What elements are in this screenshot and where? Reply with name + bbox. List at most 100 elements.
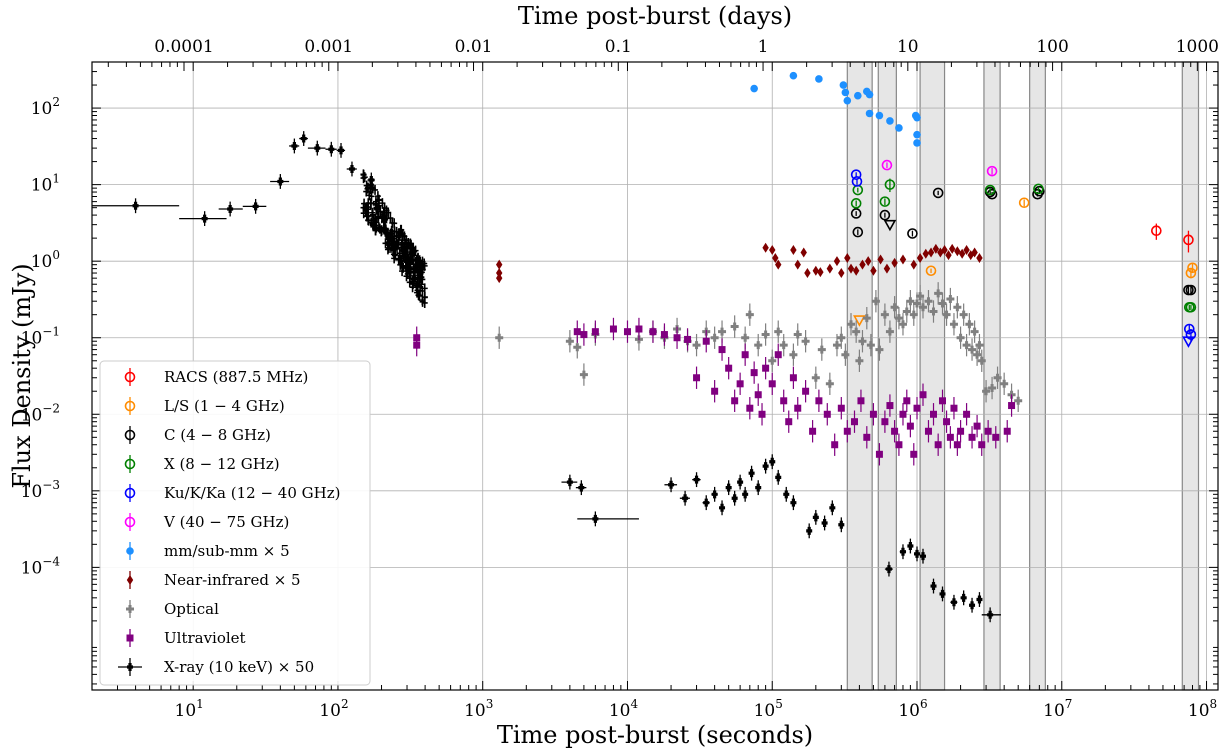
data-point <box>852 265 860 276</box>
data-point <box>1014 396 1023 405</box>
xray-cloud-point <box>364 183 371 194</box>
data-point <box>768 380 776 388</box>
data-point <box>328 145 335 154</box>
series-5 <box>881 159 998 177</box>
data-point <box>942 310 951 319</box>
xray-cloud-point <box>413 282 420 293</box>
data-point <box>965 320 974 329</box>
data-point <box>925 265 937 277</box>
data-point <box>899 547 906 556</box>
xray-cloud-point <box>418 259 425 270</box>
xray-cloud-point <box>373 203 380 214</box>
data-point <box>851 176 863 187</box>
data-point <box>865 90 874 99</box>
data-point <box>775 259 782 270</box>
data-point <box>945 250 952 261</box>
data-point <box>863 433 871 441</box>
data-point <box>783 490 790 499</box>
data-point <box>841 88 850 97</box>
legend-label: Near-infrared × 5 <box>164 571 301 589</box>
xray-cloud-point <box>389 236 396 247</box>
shaded-interval <box>877 61 897 691</box>
data-point <box>895 441 903 449</box>
data-point <box>844 253 851 264</box>
data-point <box>725 483 732 492</box>
data-point <box>794 259 801 270</box>
data-point <box>907 228 918 239</box>
series-9 <box>413 317 1016 466</box>
data-point <box>963 410 971 418</box>
data-point <box>833 256 841 267</box>
series-3 <box>850 178 1197 313</box>
data-point <box>800 247 807 258</box>
series-7 <box>496 242 983 284</box>
data-point <box>924 427 932 435</box>
data-point <box>963 244 970 255</box>
data-point <box>864 256 872 267</box>
legend-label: Ku/K/Ka (12 − 40 GHz) <box>164 484 340 502</box>
data-point <box>725 364 733 372</box>
data-point <box>976 253 983 264</box>
data-point <box>916 253 924 264</box>
legend-label: C (4 − 8 GHz) <box>164 426 271 444</box>
x2-tick-label: 0.0001 <box>154 37 213 57</box>
data-point <box>1185 267 1197 279</box>
data-point <box>790 498 797 507</box>
data-point <box>866 341 875 350</box>
data-point <box>201 214 208 223</box>
xray-cloud-point <box>421 292 428 303</box>
xray-cloud-point <box>388 234 395 245</box>
data-point <box>946 295 955 304</box>
data-point <box>775 473 782 482</box>
data-point <box>817 345 826 354</box>
data-point <box>920 552 927 561</box>
data-point <box>969 601 976 610</box>
data-point <box>804 268 811 279</box>
data-point <box>718 327 727 336</box>
data-point <box>875 450 883 458</box>
data-point <box>762 364 770 372</box>
data-point <box>977 356 986 365</box>
y-tick-label: 101 <box>31 172 60 196</box>
x-tick-label: 107 <box>1043 697 1072 721</box>
shaded-interval <box>1029 61 1046 691</box>
series-0 <box>1151 223 1194 253</box>
data-point <box>831 441 839 449</box>
legend-marker <box>124 400 136 412</box>
data-point <box>1183 234 1194 246</box>
data-point <box>910 450 918 458</box>
data-point <box>913 130 921 139</box>
data-point <box>774 351 782 359</box>
data-point <box>413 341 421 349</box>
data-point <box>870 265 877 276</box>
data-point <box>769 244 776 255</box>
xray-cloud-point <box>369 207 376 218</box>
xray-cloud-point <box>377 206 384 217</box>
x-tick-label: 104 <box>609 697 639 721</box>
data-point <box>838 268 845 279</box>
data-point <box>847 263 855 274</box>
data-point <box>930 410 938 418</box>
legend-label: X-ray (10 keV) × 50 <box>164 658 314 676</box>
data-point <box>825 379 834 388</box>
data-point <box>906 422 914 430</box>
data-point <box>1183 323 1195 335</box>
data-point <box>859 259 866 270</box>
data-point <box>573 328 581 336</box>
data-point <box>566 478 573 487</box>
data-point <box>943 418 951 426</box>
data-point <box>958 248 966 259</box>
data-point <box>746 404 754 412</box>
data-point <box>736 380 744 388</box>
xray-cloud-point <box>407 238 414 249</box>
data-point <box>755 483 762 492</box>
data-point <box>660 331 668 339</box>
data-point <box>693 475 700 484</box>
xray-cloud-point <box>369 220 376 231</box>
xray-cloud-point <box>364 210 371 221</box>
data-point <box>252 202 259 211</box>
data-point <box>579 370 588 379</box>
xray-cloud-point <box>404 261 411 272</box>
xray-cloud-point <box>379 198 386 209</box>
data-point <box>850 208 862 219</box>
